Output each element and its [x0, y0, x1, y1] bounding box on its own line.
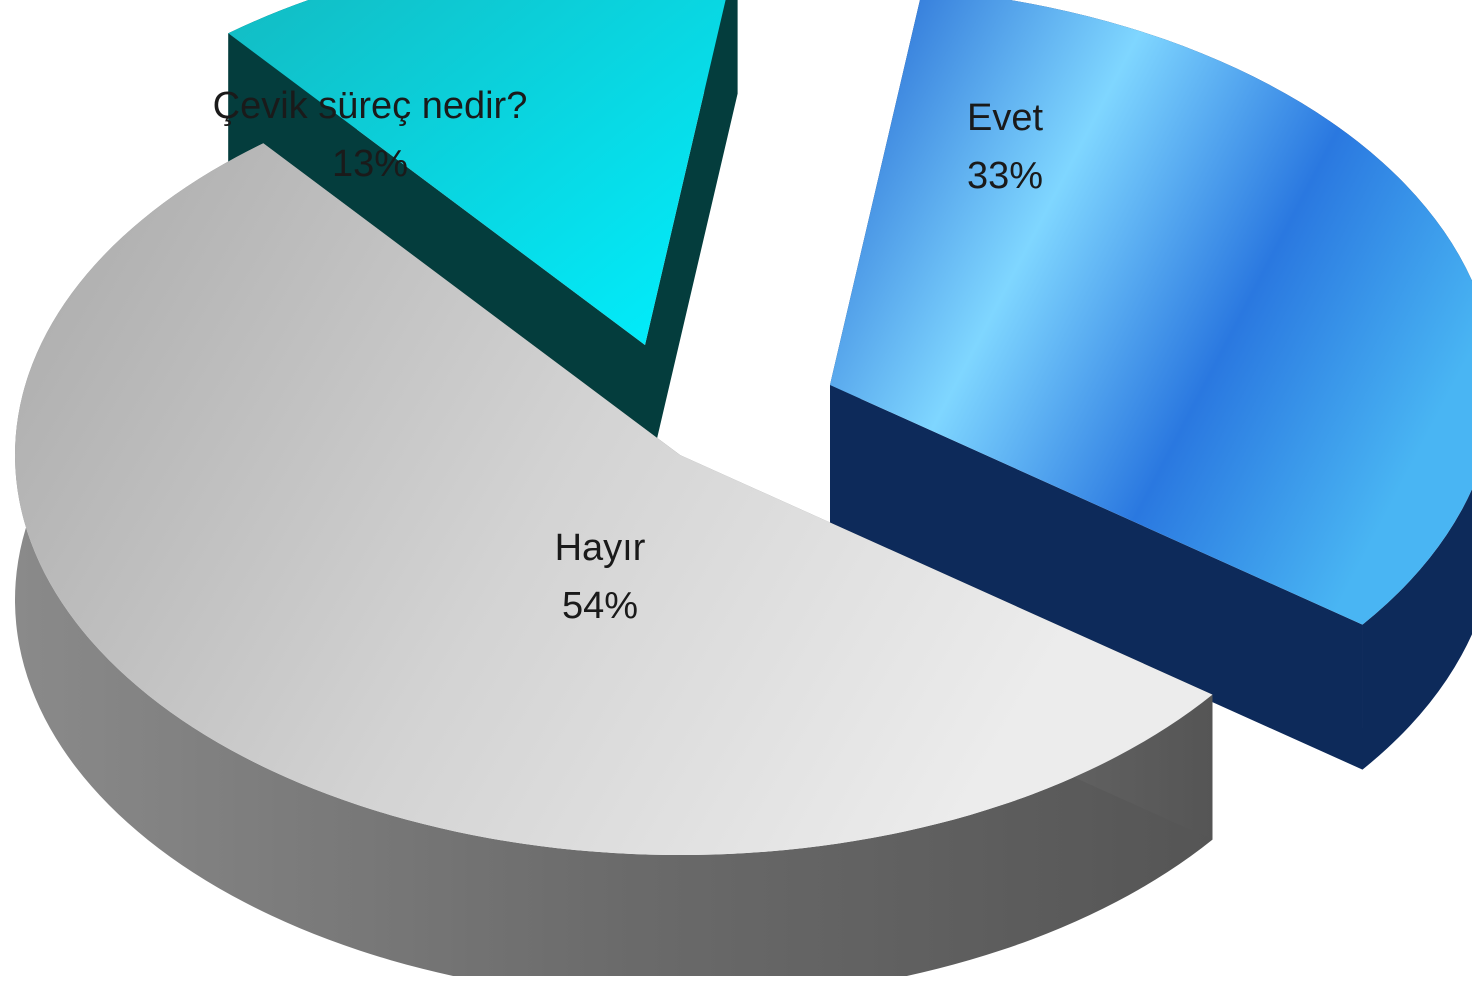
pie-slice-cut-b-3	[645, 0, 738, 490]
pie-slice-2	[14, 143, 1213, 981]
pie-slice-1	[830, 0, 1472, 770]
slice-label-2: Hayır	[555, 527, 646, 569]
pie-slice-top-2	[14, 143, 1213, 856]
slice-value-label-3: 13%	[332, 143, 408, 185]
slice-value-label-2: 54%	[562, 585, 638, 627]
slice-label-1: Evet	[967, 97, 1043, 139]
pie-slice-top-3	[228, 0, 726, 345]
pie-slice-cut-b-1	[830, 385, 1363, 770]
pie-slice-top-1	[830, 0, 1472, 625]
slice-value-label-1: 33%	[967, 155, 1043, 197]
slice-label-3: Çevik süreç nedir?	[213, 85, 528, 127]
